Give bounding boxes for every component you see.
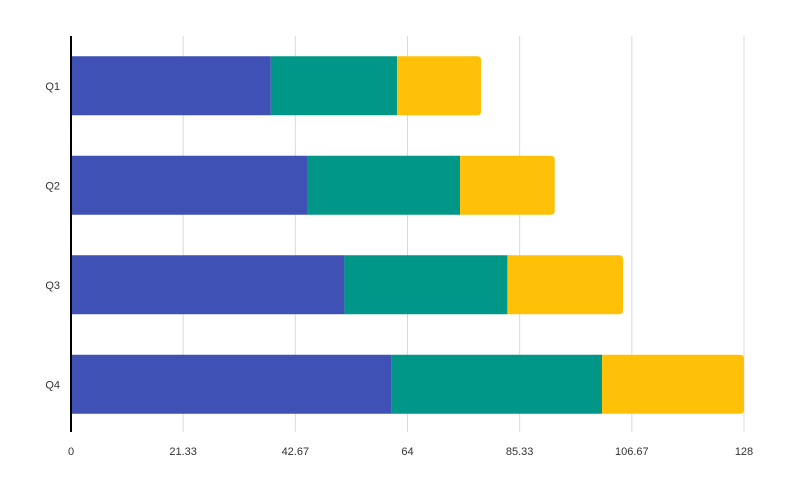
y-axis-category-labels: Q1 Q2 Q3 Q4 xyxy=(45,81,60,392)
bar-segment-q1-s1 xyxy=(71,56,271,116)
x-tick-label: 21.33 xyxy=(169,446,197,458)
x-axis-tick-labels: 0 21.33 42.67 64 85.33 106.67 128 xyxy=(68,446,753,458)
bar-segment-q4-s2 xyxy=(391,354,603,414)
bar-segment-q2-s3 xyxy=(460,155,555,215)
x-tick-label: 85.33 xyxy=(506,446,534,458)
bar-segment-q3-s2 xyxy=(344,255,508,315)
x-tick-label: 0 xyxy=(68,446,74,458)
bar-segment-q3-s3 xyxy=(507,255,624,315)
bar-segment-q3-s1 xyxy=(71,255,345,315)
x-tick-label: 106.67 xyxy=(615,446,649,458)
bar-segment-q4-s3 xyxy=(602,354,744,414)
x-tick-label: 42.67 xyxy=(282,446,310,458)
bar-segment-q2-s1 xyxy=(71,155,308,215)
x-tick-label: 64 xyxy=(401,446,413,458)
bar-segment-q4-s1 xyxy=(71,354,392,414)
category-label: Q1 xyxy=(45,81,60,93)
bar-segment-q1-s2 xyxy=(270,56,397,116)
bars xyxy=(71,56,744,414)
category-label: Q4 xyxy=(45,379,60,391)
bar-segment-q1-s3 xyxy=(396,56,482,116)
category-label: Q2 xyxy=(45,180,60,192)
bar-segment-q2-s2 xyxy=(307,155,461,215)
category-label: Q3 xyxy=(45,280,60,292)
x-tick-label: 128 xyxy=(735,446,753,458)
